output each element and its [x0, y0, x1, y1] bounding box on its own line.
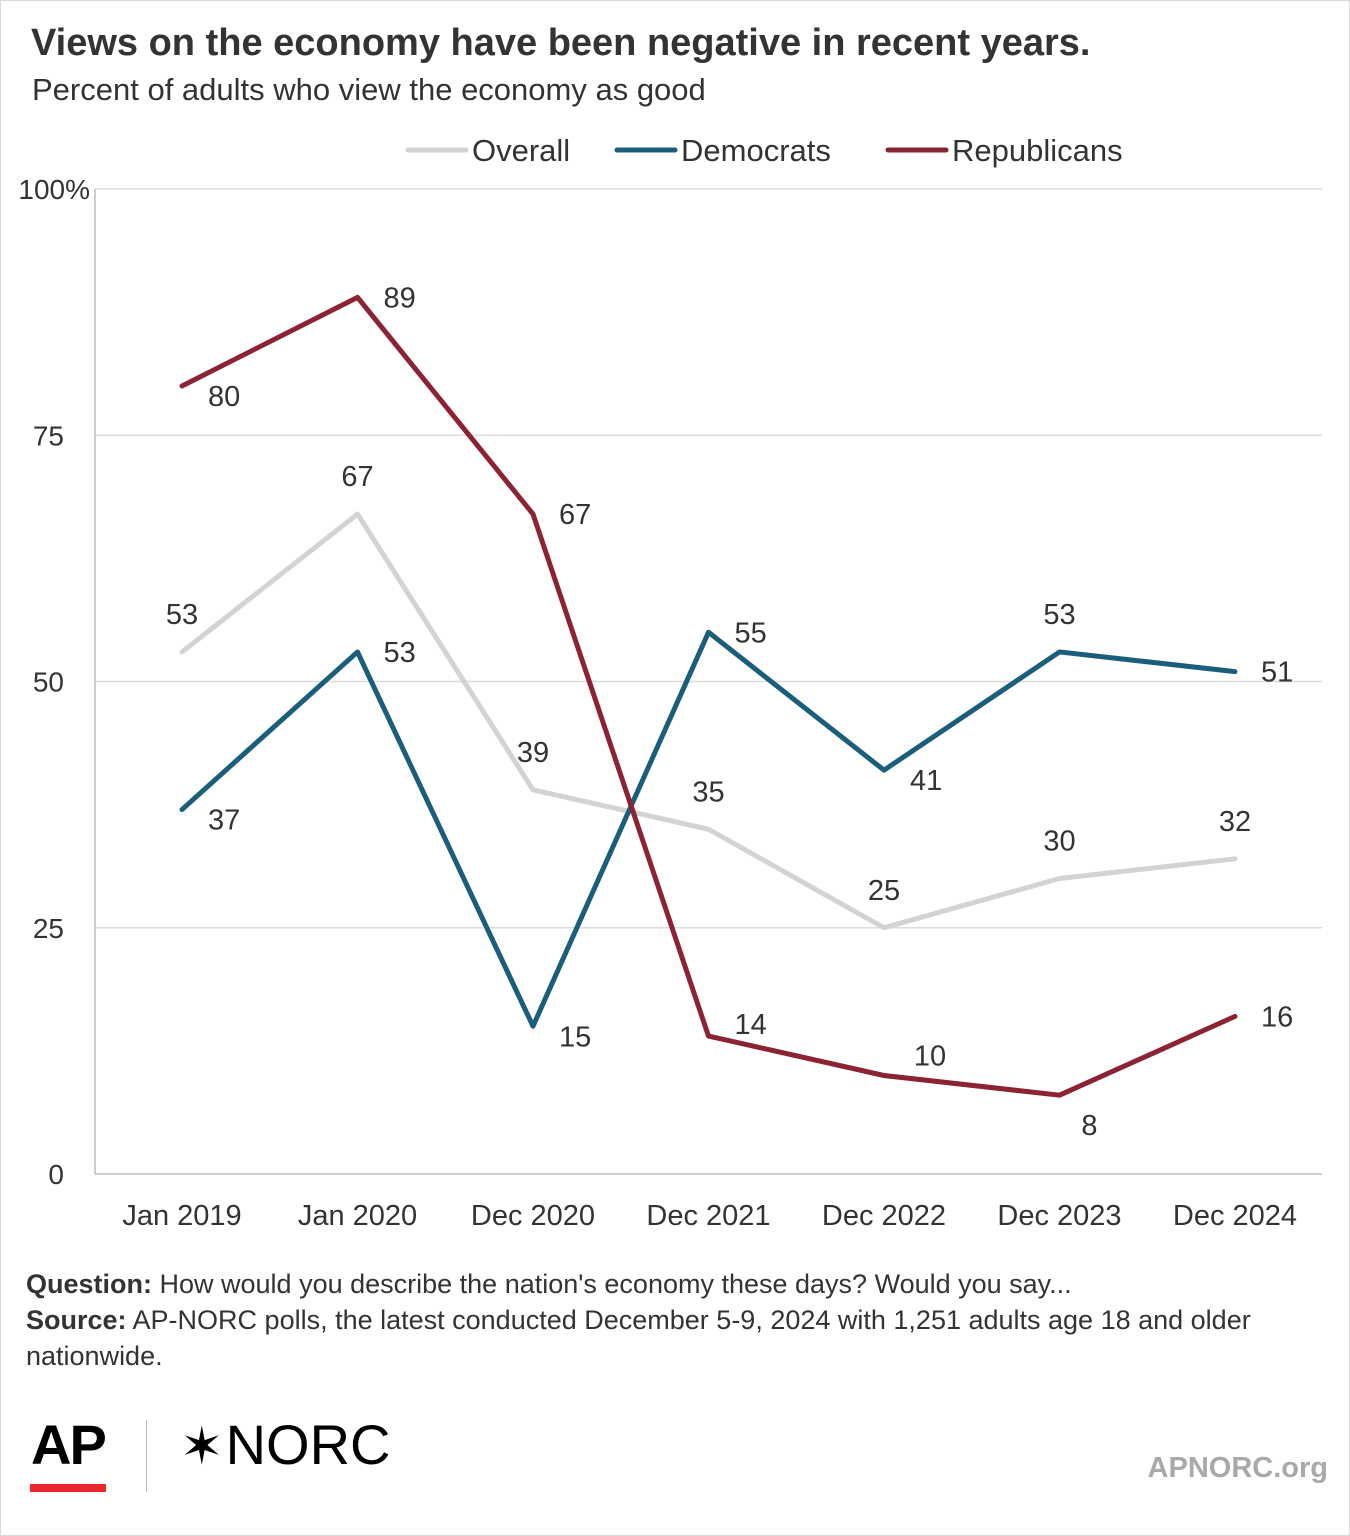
data-label: 51 — [1261, 657, 1293, 689]
legend-label: Overall — [472, 133, 570, 168]
chart-title: Views on the economy have been negative … — [31, 22, 1091, 64]
data-label: 53 — [1043, 599, 1075, 631]
logo-divider — [146, 1420, 147, 1492]
legend-label: Democrats — [681, 133, 831, 168]
y-tick-label: 75 — [33, 420, 64, 451]
ap-logo-bar — [30, 1484, 106, 1492]
x-tick-label: Jan 2019 — [122, 1200, 241, 1232]
site-link[interactable]: APNORC.org — [1147, 1452, 1328, 1484]
y-tick-label: 100% — [18, 174, 90, 205]
data-label: 53 — [166, 599, 198, 631]
data-label: 10 — [914, 1041, 946, 1073]
data-label: 80 — [208, 381, 240, 413]
data-label: 67 — [559, 499, 591, 531]
ap-logo: AP — [31, 1413, 107, 1476]
data-label: 41 — [910, 765, 942, 797]
y-tick-label: 50 — [33, 667, 64, 698]
data-label: 39 — [517, 737, 549, 769]
question-note: Question: How would you describe the nat… — [26, 1269, 1072, 1299]
data-label: 8 — [1081, 1110, 1097, 1142]
x-tick-label: Dec 2021 — [646, 1200, 770, 1232]
series-line-overall — [179, 511, 1238, 931]
data-label: 53 — [384, 637, 416, 669]
x-tick-label: Dec 2024 — [1173, 1200, 1297, 1232]
y-tick-label: 0 — [48, 1159, 64, 1190]
line-chart: 0 25 50 75 100% Jan 2019 Jan 2020 Dec 2020 Dec 2… — [18, 133, 1322, 1232]
data-label: 16 — [1261, 1001, 1293, 1033]
data-label: 89 — [384, 282, 416, 314]
data-label: 67 — [341, 461, 373, 493]
data-label: 25 — [868, 875, 900, 907]
norc-star-icon: ✶ — [180, 1418, 224, 1476]
y-tick-label: 25 — [33, 913, 64, 944]
x-tick-label: Dec 2022 — [822, 1200, 946, 1232]
data-label: 55 — [735, 617, 767, 649]
x-tick-label: Jan 2020 — [298, 1200, 417, 1232]
norc-logo: ✶NORC — [180, 1413, 391, 1476]
data-label: 30 — [1043, 826, 1075, 858]
data-label: 14 — [735, 1009, 767, 1041]
data-label: 37 — [208, 805, 240, 837]
x-tick-label: Dec 2023 — [997, 1200, 1121, 1232]
chart-notes: Question: How would you describe the nat… — [26, 1266, 1326, 1374]
x-tick-label: Dec 2020 — [471, 1200, 595, 1232]
data-label: 32 — [1219, 806, 1251, 838]
data-label: 35 — [692, 776, 724, 808]
data-label: 15 — [559, 1021, 591, 1053]
series-line-democrats — [179, 629, 1238, 1029]
source-note: Source: AP-NORC polls, the latest conduc… — [26, 1305, 1251, 1371]
chart-subtitle: Percent of adults who view the economy a… — [32, 72, 706, 107]
series-line-republicans — [179, 294, 1238, 1098]
legend-label: Republicans — [952, 133, 1123, 168]
